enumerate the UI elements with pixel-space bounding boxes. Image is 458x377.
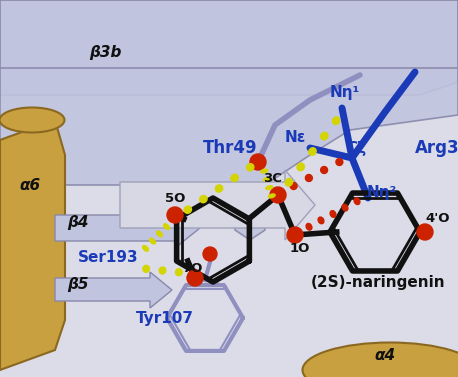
Ellipse shape <box>354 198 360 205</box>
Ellipse shape <box>164 224 169 230</box>
Text: Ser193: Ser193 <box>78 250 138 265</box>
Text: Arg37: Arg37 <box>415 139 458 157</box>
Circle shape <box>287 227 303 243</box>
Ellipse shape <box>342 204 348 211</box>
Text: β3b: β3b <box>89 44 121 60</box>
Ellipse shape <box>321 167 327 173</box>
Ellipse shape <box>200 196 207 203</box>
Polygon shape <box>0 120 65 370</box>
Ellipse shape <box>142 245 148 251</box>
Ellipse shape <box>330 211 336 218</box>
Ellipse shape <box>184 206 191 213</box>
Polygon shape <box>0 68 458 240</box>
Ellipse shape <box>302 342 458 377</box>
Ellipse shape <box>215 185 223 192</box>
Ellipse shape <box>318 217 324 224</box>
Ellipse shape <box>0 107 65 132</box>
Ellipse shape <box>297 163 305 171</box>
Ellipse shape <box>305 175 312 181</box>
Text: β5: β5 <box>67 277 89 293</box>
Ellipse shape <box>306 224 312 230</box>
Text: β4: β4 <box>67 215 89 230</box>
Ellipse shape <box>266 186 273 190</box>
Circle shape <box>270 187 286 203</box>
Text: Thr49: Thr49 <box>203 139 257 157</box>
Ellipse shape <box>290 182 297 190</box>
Ellipse shape <box>333 117 340 124</box>
Text: 7O: 7O <box>182 262 202 274</box>
Text: α6: α6 <box>19 178 41 193</box>
Text: Nε: Nε <box>284 130 305 146</box>
Ellipse shape <box>150 238 155 244</box>
Text: Tyr107: Tyr107 <box>136 311 194 325</box>
Ellipse shape <box>246 164 254 171</box>
Ellipse shape <box>268 194 275 198</box>
Ellipse shape <box>321 132 328 140</box>
Circle shape <box>167 207 183 223</box>
Polygon shape <box>55 272 172 308</box>
Polygon shape <box>120 170 315 240</box>
Circle shape <box>203 247 217 261</box>
Ellipse shape <box>309 148 316 155</box>
Ellipse shape <box>175 269 182 276</box>
Text: α4: α4 <box>375 348 396 363</box>
Ellipse shape <box>285 179 293 186</box>
Text: 4'O: 4'O <box>426 211 450 224</box>
Text: Cζ: Cζ <box>346 141 366 155</box>
Text: Nη¹: Nη¹ <box>330 84 360 100</box>
Ellipse shape <box>336 158 343 166</box>
Ellipse shape <box>159 267 166 274</box>
Ellipse shape <box>231 174 238 181</box>
Circle shape <box>250 154 266 170</box>
Text: 5O: 5O <box>165 192 185 204</box>
Text: Nη²: Nη² <box>367 184 397 199</box>
Text: 3C: 3C <box>262 172 281 184</box>
Circle shape <box>187 270 203 286</box>
Circle shape <box>417 224 433 240</box>
Polygon shape <box>0 0 458 95</box>
Ellipse shape <box>143 265 149 272</box>
Ellipse shape <box>157 231 163 237</box>
Ellipse shape <box>261 169 267 173</box>
Polygon shape <box>55 208 200 248</box>
Text: (2S)-naringenin: (2S)-naringenin <box>311 274 445 290</box>
Text: 1O: 1O <box>290 242 310 254</box>
Ellipse shape <box>263 178 270 181</box>
